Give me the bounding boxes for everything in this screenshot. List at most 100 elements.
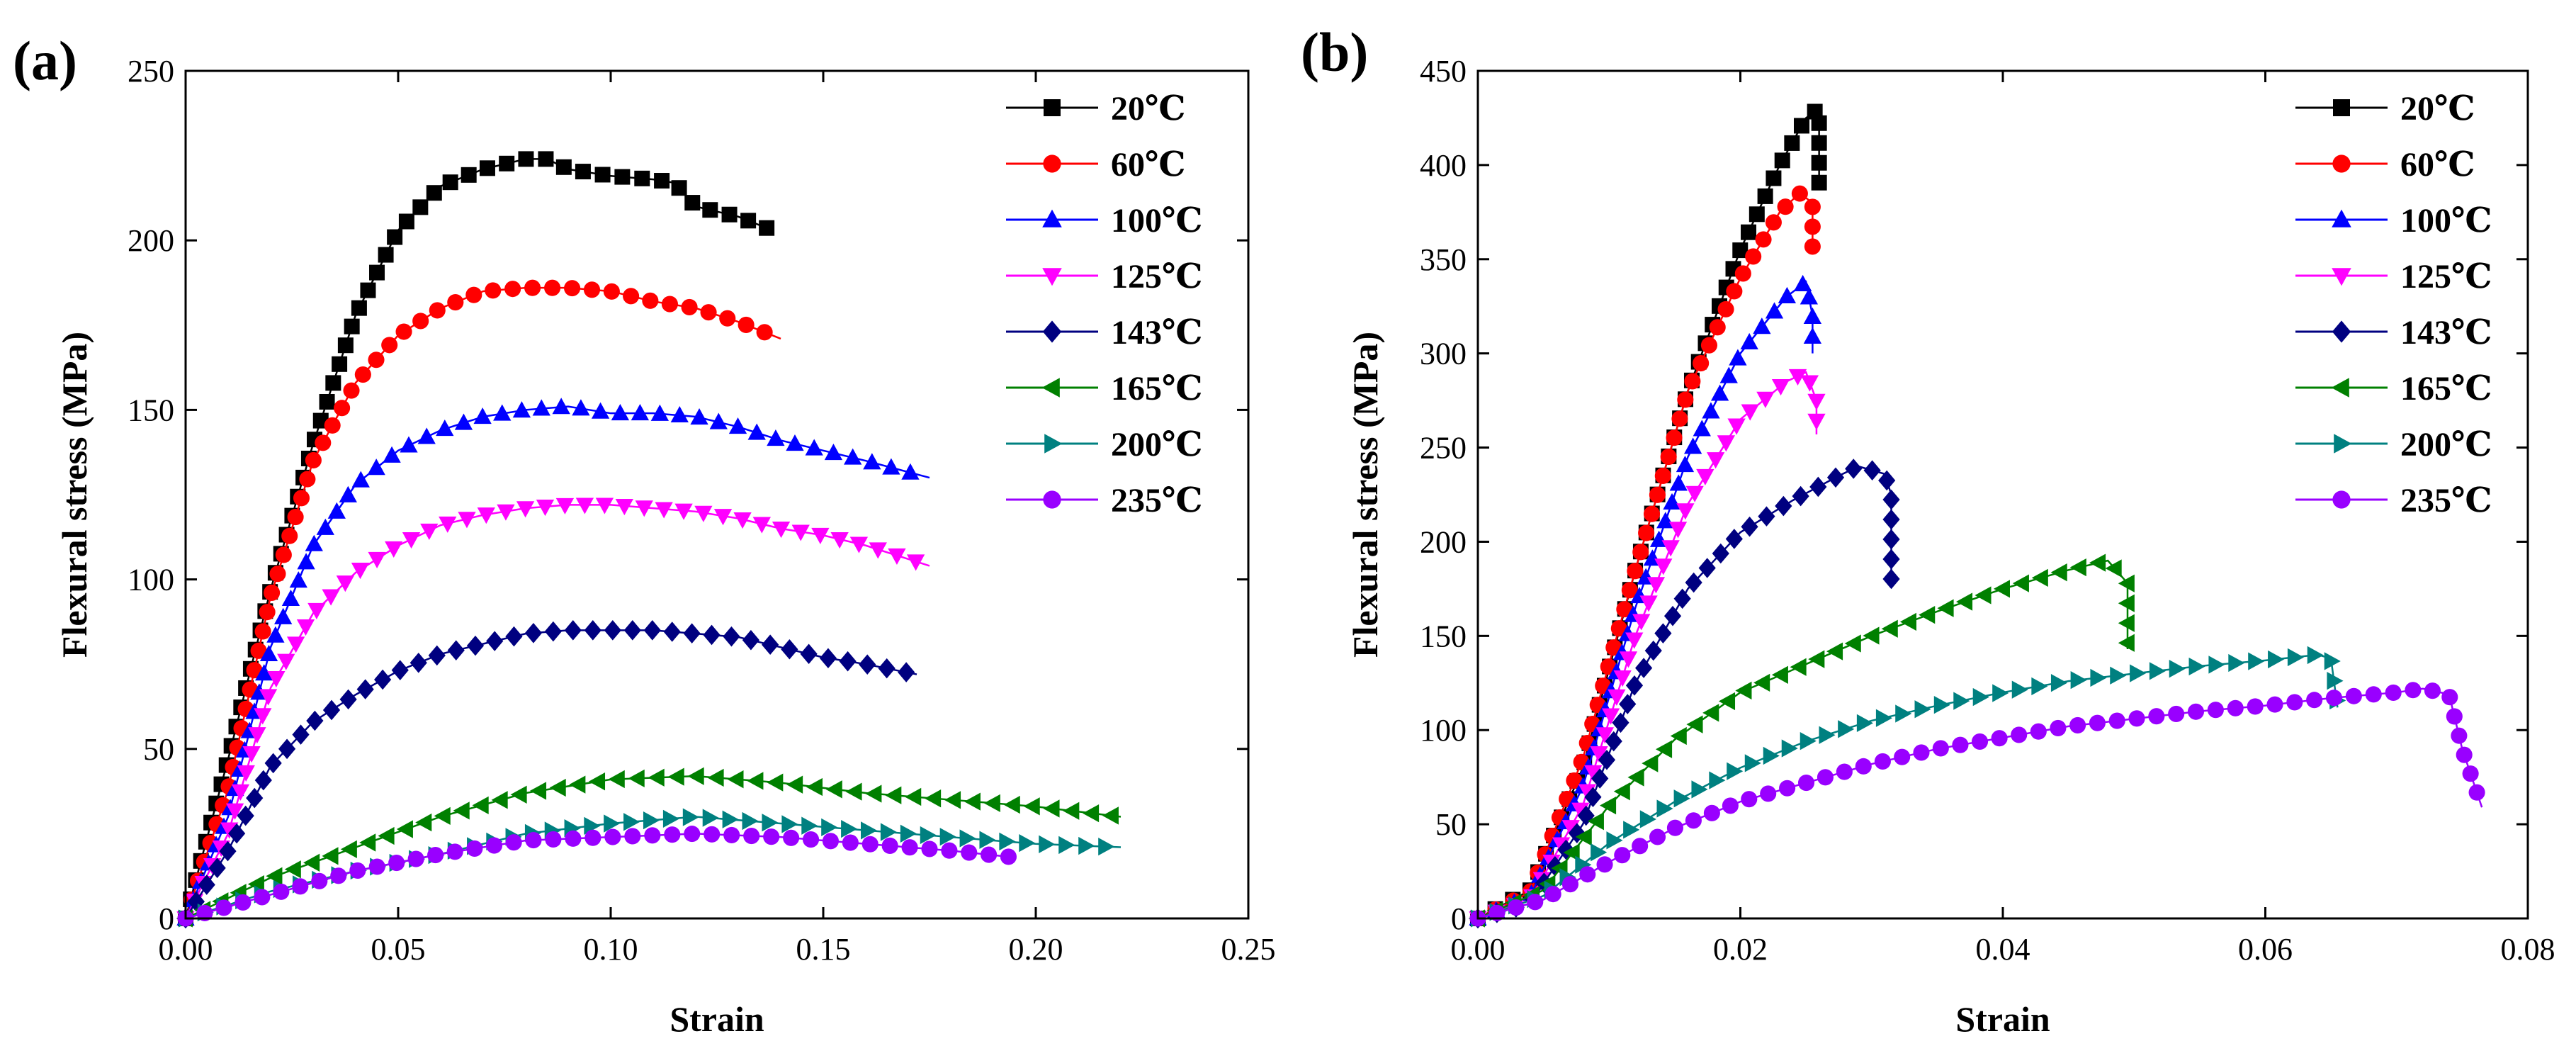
data-point bbox=[564, 620, 582, 641]
series-line bbox=[1477, 371, 1818, 920]
y-tick-label: 400 bbox=[1420, 148, 1467, 183]
data-point bbox=[306, 710, 324, 731]
data-point bbox=[944, 791, 961, 809]
data-point bbox=[447, 640, 465, 660]
data-point bbox=[1874, 753, 1891, 770]
data-point bbox=[1725, 529, 1743, 549]
legend-entry: 200℃ bbox=[1006, 426, 1203, 463]
data-point bbox=[738, 316, 755, 334]
data-point bbox=[2070, 670, 2087, 690]
data-point bbox=[1844, 634, 1861, 653]
data-point bbox=[336, 575, 354, 592]
data-point bbox=[316, 518, 334, 535]
data-point bbox=[1803, 327, 1822, 344]
data-point bbox=[2462, 765, 2479, 782]
data-point bbox=[2451, 727, 2468, 744]
data-point bbox=[292, 878, 309, 895]
data-point bbox=[723, 826, 740, 843]
data-point bbox=[2456, 746, 2473, 763]
data-point bbox=[661, 296, 678, 313]
legend-marker bbox=[2332, 268, 2351, 286]
data-point bbox=[1836, 763, 1853, 780]
data-point bbox=[374, 669, 392, 690]
data-point bbox=[2247, 698, 2264, 715]
data-point bbox=[1791, 185, 1808, 202]
data-point bbox=[863, 453, 881, 470]
data-point bbox=[549, 778, 566, 797]
legend-label: 125℃ bbox=[1111, 258, 1203, 296]
data-point bbox=[2011, 680, 2028, 699]
data-point bbox=[801, 816, 818, 835]
data-point bbox=[505, 626, 523, 647]
data-point bbox=[486, 631, 504, 651]
legend-label: 165℃ bbox=[1111, 370, 1203, 407]
data-point bbox=[1671, 410, 1688, 427]
data-point bbox=[395, 323, 412, 340]
y-tick-label: 100 bbox=[128, 563, 174, 597]
data-point bbox=[1732, 242, 1749, 259]
data-point bbox=[2089, 714, 2106, 731]
data-point bbox=[485, 282, 502, 299]
data-point bbox=[387, 229, 403, 245]
legend-marker bbox=[1043, 490, 1061, 509]
data-point bbox=[242, 746, 261, 763]
series-line bbox=[184, 286, 781, 919]
data-point bbox=[614, 169, 631, 185]
panel-label: (b) bbox=[1301, 21, 1368, 83]
data-point bbox=[1774, 152, 1790, 169]
x-tick-label: 0.10 bbox=[584, 932, 638, 967]
data-point bbox=[2468, 784, 2485, 801]
data-point bbox=[1614, 847, 1631, 864]
data-point bbox=[2324, 652, 2341, 670]
data-point bbox=[1527, 894, 1544, 911]
data-point bbox=[466, 840, 483, 857]
data-point bbox=[1621, 582, 1638, 599]
data-point bbox=[1855, 758, 1872, 775]
data-point bbox=[2266, 696, 2283, 713]
data-point bbox=[1710, 384, 1729, 401]
data-point bbox=[1684, 373, 1701, 390]
data-point bbox=[351, 471, 370, 488]
data-point bbox=[266, 626, 285, 643]
legend-marker bbox=[1043, 154, 1061, 173]
data-point bbox=[327, 502, 346, 519]
data-point bbox=[1811, 174, 1827, 191]
data-point bbox=[849, 536, 869, 553]
data-point bbox=[747, 772, 764, 790]
data-point bbox=[1845, 459, 1863, 479]
data-point bbox=[1003, 795, 1020, 814]
data-point bbox=[822, 833, 839, 850]
data-point bbox=[1971, 733, 1989, 750]
data-point bbox=[1655, 740, 1673, 758]
data-point bbox=[2286, 694, 2303, 711]
data-point bbox=[1661, 540, 1680, 557]
data-point bbox=[1712, 543, 1729, 564]
data-point bbox=[1991, 730, 2008, 747]
data-point bbox=[1756, 391, 1775, 408]
data-point bbox=[555, 159, 572, 175]
data-point bbox=[225, 803, 244, 820]
data-point bbox=[1627, 768, 1644, 787]
data-point bbox=[772, 522, 791, 539]
data-point bbox=[1709, 771, 1726, 789]
data-point bbox=[552, 398, 570, 415]
data-point bbox=[1078, 836, 1095, 855]
data-point bbox=[1663, 605, 1682, 626]
data-point bbox=[2118, 594, 2135, 612]
legend-marker bbox=[1042, 268, 1062, 286]
data-point bbox=[1807, 413, 1826, 430]
data-point bbox=[1744, 754, 1761, 772]
data-point bbox=[407, 850, 424, 867]
data-point bbox=[1642, 754, 1659, 772]
data-point bbox=[1625, 632, 1644, 649]
data-point bbox=[254, 708, 272, 725]
data-point bbox=[1741, 791, 1758, 808]
data-point bbox=[1575, 828, 1592, 846]
y-axis-title: Flexural stress (MPa) bbox=[1345, 332, 1385, 658]
data-point bbox=[1587, 812, 1604, 831]
y-tick-label: 50 bbox=[1435, 807, 1467, 842]
data-point bbox=[1632, 614, 1651, 631]
data-point bbox=[254, 889, 271, 906]
data-point bbox=[2188, 657, 2205, 676]
x-axis-title: Strain bbox=[670, 999, 764, 1039]
